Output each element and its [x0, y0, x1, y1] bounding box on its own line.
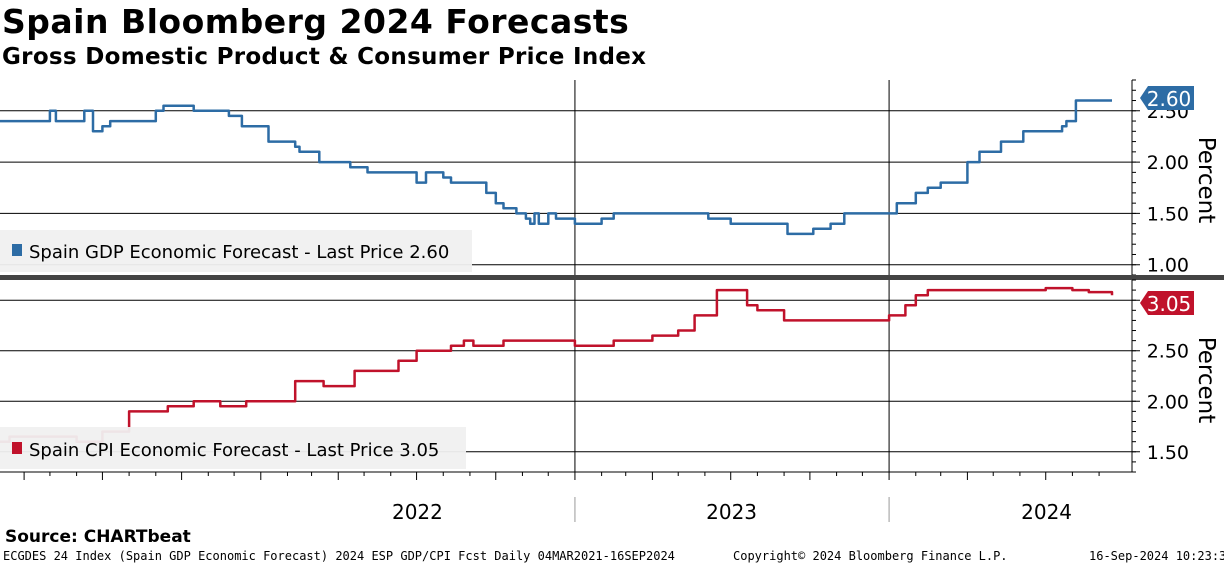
- gdp-panel: 1.001.502.002.50 Percent 2.60 Spain GDP …: [0, 79, 1219, 277]
- copyright-note: Copyright© 2024 Bloomberg Finance L.P.: [733, 549, 1008, 563]
- gdp-y-tick-label: 1.50: [1147, 203, 1189, 225]
- panel-separator: [0, 275, 1224, 280]
- x-axis-label-2024: 2024: [1021, 500, 1072, 524]
- cpi-badge-text: 3.05: [1147, 292, 1192, 316]
- cpi-last-value-badge: 3.05: [1140, 291, 1194, 316]
- gdp-last-value-badge: 2.60: [1140, 86, 1194, 111]
- chart-subtitle: Gross Domestic Product & Consumer Price …: [2, 44, 647, 70]
- timestamp: 16-Sep-2024 10:23:39: [1089, 549, 1224, 563]
- cpi-legend-text: Spain CPI Economic Forecast - Last Price…: [29, 440, 439, 461]
- gdp-badge-text: 2.60: [1147, 87, 1192, 111]
- gdp-legend-box: [0, 230, 472, 272]
- cpi-legend-swatch: [12, 442, 22, 454]
- chart-title: Spain Bloomberg 2024 Forecasts: [2, 2, 630, 41]
- gdp-legend-text: Spain GDP Economic Forecast - Last Price…: [29, 242, 449, 263]
- gdp-legend-swatch: [12, 244, 22, 256]
- source-note: Source: CHARTbeat: [5, 527, 191, 547]
- gdp-y-axis-label: Percent: [1193, 137, 1219, 224]
- gdp-series-line: [0, 99, 1112, 236]
- cpi-badge-shape: [1140, 291, 1194, 315]
- cpi-y-axis-label: Percent: [1193, 337, 1219, 424]
- cpi-series-line: [0, 286, 1114, 443]
- chart-canvas: 1.00 1.50 2.00 2.50 Percent 2.60 Spain GDP …: [0, 79, 1224, 524]
- cpi-y-tick-label: 2.00: [1147, 391, 1189, 413]
- gdp-badge-shape: [1140, 86, 1194, 110]
- gdp-legend: Spain GDP Economic Forecast - Last Price…: [0, 230, 472, 272]
- ticker-info: ECGDES 24 Index (Spain GDP Economic Fore…: [3, 549, 675, 563]
- x-axis-label-2023: 2023: [706, 500, 757, 524]
- gdp-y-tick-label: 2.00: [1147, 152, 1189, 174]
- cpi-legend-box: [0, 427, 466, 469]
- cpi-y-tick-label: 2.50: [1147, 341, 1189, 363]
- x-axis-label-2022: 2022: [392, 500, 443, 524]
- cpi-y-axis: 1.50 2.00 2.50: [1131, 279, 1189, 473]
- cpi-y-tick-label: 1.50: [1147, 442, 1189, 464]
- cpi-legend: Spain CPI Economic Forecast - Last Price…: [0, 427, 466, 469]
- gdp-y-tick-label: 1.00: [1147, 255, 1189, 277]
- x-axis: 2022 2023 2024: [0, 471, 1132, 524]
- cpi-panel: 1.50 2.00 2.50 Percent 3.05 Spain CPI Econ…: [0, 279, 1219, 473]
